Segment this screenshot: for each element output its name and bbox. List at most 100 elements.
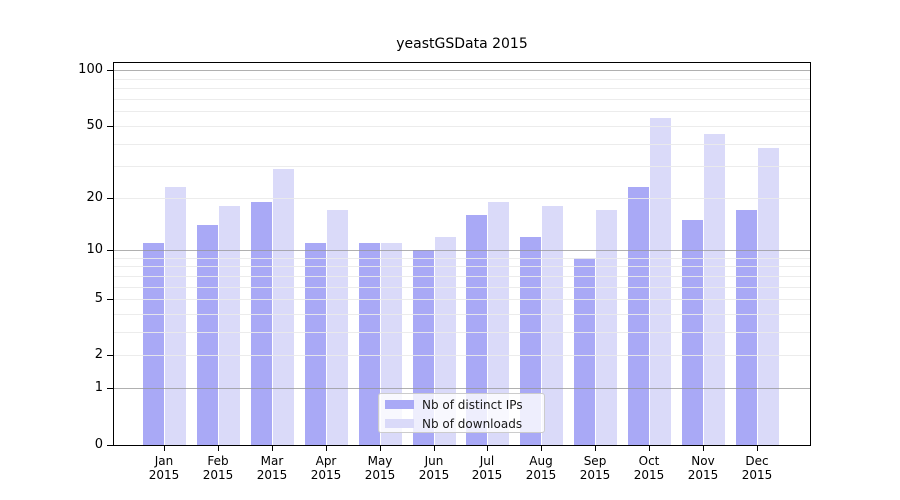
x-tick-label-nov-2015: Nov 2015 bbox=[673, 454, 733, 482]
x-tick-label-aug-2015: Aug 2015 bbox=[511, 454, 571, 482]
x-tick-label-line: 2015 bbox=[202, 468, 234, 482]
y-tick-label-0: 0 bbox=[94, 437, 103, 452]
y-tick-2 bbox=[107, 355, 113, 356]
legend-entry-nb-of-downloads: Nb of downloads bbox=[379, 414, 544, 433]
gridline-major-100 bbox=[114, 70, 810, 71]
gridline-minor-30 bbox=[114, 166, 810, 167]
bar-oct-2015-nb-of-downloads bbox=[650, 118, 672, 445]
gridline-minor-90 bbox=[114, 79, 810, 80]
bar-jan-2015-nb-of-distinct-ips bbox=[143, 243, 164, 445]
x-tick-label-line: 2015 bbox=[148, 468, 180, 482]
bar-dec-2015-nb-of-distinct-ips bbox=[735, 210, 757, 445]
bar-apr-2015-nb-of-distinct-ips bbox=[304, 243, 326, 445]
x-tick-label-line: Apr bbox=[315, 454, 337, 468]
bar-may-2015-nb-of-distinct-ips bbox=[358, 243, 380, 445]
x-tick-label-apr-2015: Apr 2015 bbox=[296, 454, 356, 482]
x-tick-label-line: Nov bbox=[691, 454, 715, 468]
x-tick-apr-2015 bbox=[326, 445, 327, 451]
gridline-minor-60 bbox=[114, 111, 810, 112]
x-tick-label-line: Mar bbox=[260, 454, 284, 468]
x-tick-label-line: 2015 bbox=[687, 468, 719, 482]
y-tick-label-5: 5 bbox=[94, 291, 103, 306]
bar-mar-2015-nb-of-distinct-ips bbox=[250, 201, 272, 445]
gridline-minor-9 bbox=[114, 258, 810, 259]
gridline-minor-80 bbox=[114, 88, 810, 89]
gridline-minor-2 bbox=[114, 355, 810, 356]
x-tick-label-oct-2015: Oct 2015 bbox=[619, 454, 679, 482]
gridline-minor-50 bbox=[114, 126, 810, 127]
gridline-minor-70 bbox=[114, 99, 810, 100]
x-tick-label-line: 2015 bbox=[579, 468, 611, 482]
bar-apr-2015-nb-of-downloads bbox=[326, 210, 348, 445]
x-tick-label-line: Dec bbox=[745, 454, 769, 468]
bar-mar-2015-nb-of-downloads bbox=[272, 168, 294, 445]
x-tick-label-line: Aug bbox=[529, 454, 553, 468]
x-tick-label-dec-2015: Dec 2015 bbox=[727, 454, 787, 482]
x-tick-label-mar-2015: Mar 2015 bbox=[242, 454, 302, 482]
gridline-major-10 bbox=[114, 250, 810, 251]
x-tick-label-line: 2015 bbox=[364, 468, 396, 482]
x-tick-label-feb-2015: Feb 2015 bbox=[188, 454, 248, 482]
x-tick-label-line: May bbox=[367, 454, 393, 468]
y-tick-50 bbox=[107, 126, 113, 127]
bar-sep-2015-nb-of-distinct-ips bbox=[574, 257, 596, 445]
bar-jan-2015-nb-of-downloads bbox=[165, 186, 186, 445]
x-tick-may-2015 bbox=[380, 445, 381, 451]
chart-title: yeastGSData 2015 bbox=[396, 36, 528, 52]
bar-dec-2015-nb-of-downloads bbox=[757, 147, 779, 445]
y-tick-0 bbox=[107, 445, 113, 446]
x-tick-label-line: 2015 bbox=[418, 468, 450, 482]
gridline-minor-6 bbox=[114, 287, 810, 288]
x-tick-jun-2015 bbox=[434, 445, 435, 451]
x-tick-label-line: 2015 bbox=[310, 468, 342, 482]
x-tick-label-line: 2015 bbox=[633, 468, 665, 482]
x-tick-mar-2015 bbox=[272, 445, 273, 451]
y-tick-1 bbox=[107, 388, 113, 389]
bar-feb-2015-nb-of-downloads bbox=[218, 205, 240, 445]
y-tick-label-2: 2 bbox=[94, 347, 103, 362]
legend: Nb of distinct IPs Nb of downloads bbox=[378, 393, 545, 433]
y-tick-10 bbox=[107, 250, 113, 251]
x-tick-aug-2015 bbox=[541, 445, 542, 451]
y-tick-5 bbox=[107, 299, 113, 300]
bar-aug-2015-nb-of-downloads bbox=[542, 205, 564, 445]
x-tick-label-line: 2015 bbox=[471, 468, 503, 482]
bar-jul-2015-nb-of-downloads bbox=[488, 201, 510, 445]
x-tick-jul-2015 bbox=[487, 445, 488, 451]
bar-jul-2015-nb-of-distinct-ips bbox=[466, 214, 488, 445]
bar-nov-2015-nb-of-downloads bbox=[704, 134, 726, 445]
y-tick-label-10: 10 bbox=[86, 242, 103, 257]
x-tick-oct-2015 bbox=[649, 445, 650, 451]
x-tick-label-line: 2015 bbox=[525, 468, 557, 482]
bar-jun-2015-nb-of-downloads bbox=[434, 236, 456, 445]
bar-feb-2015-nb-of-distinct-ips bbox=[196, 225, 218, 445]
bar-aug-2015-nb-of-distinct-ips bbox=[520, 236, 542, 445]
x-tick-label-line: 2015 bbox=[741, 468, 773, 482]
x-tick-label-line: Jun bbox=[424, 454, 444, 468]
gridline-minor-4 bbox=[114, 314, 810, 315]
y-tick-100 bbox=[107, 70, 113, 71]
x-tick-jan-2015 bbox=[164, 445, 165, 451]
x-tick-label-jun-2015: Jun 2015 bbox=[404, 454, 464, 482]
gridline-minor-8 bbox=[114, 266, 810, 267]
y-tick-label-1: 1 bbox=[94, 380, 103, 395]
legend-swatch-nb-of-distinct-ips bbox=[385, 400, 414, 409]
legend-label: Nb of downloads bbox=[422, 416, 523, 431]
y-tick-label-50: 50 bbox=[86, 118, 103, 133]
gridline-minor-7 bbox=[114, 276, 810, 277]
y-tick-label-100: 100 bbox=[78, 62, 103, 77]
x-tick-dec-2015 bbox=[757, 445, 758, 451]
x-tick-feb-2015 bbox=[218, 445, 219, 451]
x-tick-label-line: Oct bbox=[638, 454, 660, 468]
y-tick-20 bbox=[107, 198, 113, 199]
gridline-minor-40 bbox=[114, 144, 810, 145]
x-tick-label-jul-2015: Jul 2015 bbox=[457, 454, 517, 482]
y-tick-label-20: 20 bbox=[86, 190, 103, 205]
x-tick-label-sep-2015: Sep 2015 bbox=[565, 454, 625, 482]
gridline-major-1 bbox=[114, 388, 810, 389]
bar-oct-2015-nb-of-distinct-ips bbox=[628, 186, 650, 445]
x-tick-sep-2015 bbox=[595, 445, 596, 451]
x-tick-nov-2015 bbox=[703, 445, 704, 451]
legend-label: Nb of distinct IPs bbox=[422, 397, 523, 412]
